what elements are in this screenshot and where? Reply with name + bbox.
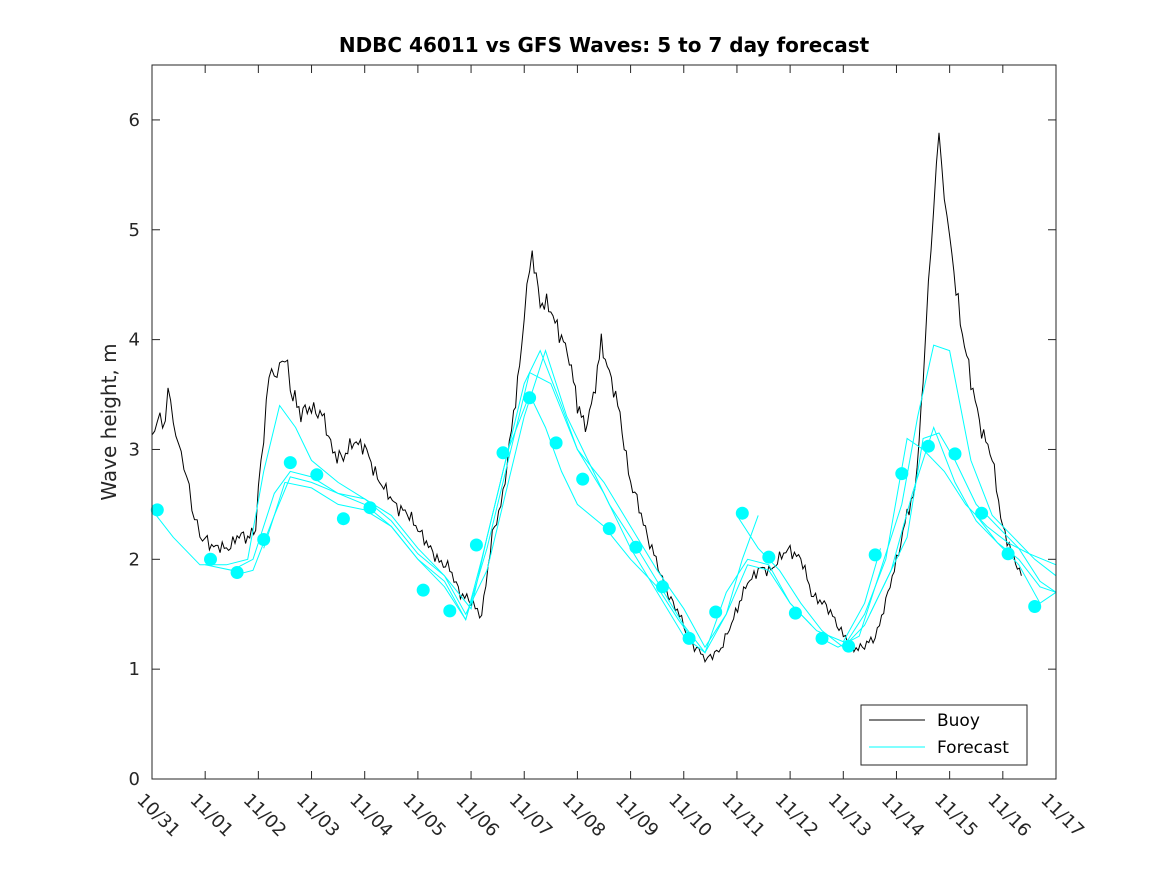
forecast-marker: [921, 439, 935, 453]
y-tick-label: 1: [129, 659, 140, 680]
legend-forecast-label: Forecast: [937, 738, 1009, 758]
chart-title: NDBC 46011 vs GFS Waves: 5 to 7 day fore…: [339, 33, 870, 57]
forecast-marker: [549, 436, 563, 450]
buoy-line: [151, 132, 1022, 664]
forecast-marker: [150, 503, 164, 517]
forecast-marker: [416, 583, 430, 597]
y-tick-label: 2: [129, 549, 140, 570]
forecast-marker: [788, 606, 802, 620]
forecast-marker: [257, 533, 271, 546]
forecast-marker: [310, 468, 324, 482]
forecast-marker: [1001, 547, 1015, 561]
forecast-line: [205, 349, 759, 649]
forecast-marker: [975, 506, 989, 520]
forecast-line: [736, 437, 1057, 648]
forecast-markers: [150, 391, 1042, 653]
forecast-marker: [842, 639, 856, 653]
forecast-marker: [576, 472, 590, 486]
forecast-series: [151, 344, 1057, 654]
plot-box-fill: [152, 65, 1056, 779]
y-tick-label: 0: [129, 769, 140, 790]
forecast-marker: [336, 512, 350, 526]
forecast-marker: [602, 522, 616, 536]
legend: Buoy Forecast: [860, 704, 1028, 766]
y-tick-label: 6: [129, 110, 140, 131]
y-tick-label: 3: [129, 439, 140, 460]
legend-box: [860, 704, 1028, 766]
forecast-marker: [735, 506, 749, 520]
y-tick-label: 4: [129, 330, 140, 351]
legend-buoy-label: Buoy: [937, 711, 980, 731]
y-axis-label: Wave height, m: [97, 343, 121, 500]
plot-frame: [151, 64, 1057, 780]
forecast-line: [975, 515, 1057, 604]
forecast-line: [869, 426, 1057, 615]
forecast-marker: [1028, 600, 1042, 613]
forecast-line: [231, 348, 812, 654]
forecast-marker: [895, 467, 909, 481]
forecast-line: [151, 393, 695, 642]
forecast-marker: [443, 604, 457, 618]
y-axis: 0 1 2 3 4 5 6: [129, 110, 1056, 790]
forecast-line: [263, 371, 881, 654]
forecast-marker: [682, 631, 696, 645]
forecast-marker: [204, 552, 217, 566]
forecast-marker: [629, 540, 643, 554]
forecast-marker: [815, 631, 829, 645]
y-tick-label: 5: [129, 220, 140, 241]
forecast-marker: [948, 447, 962, 461]
forecast-marker: [656, 580, 669, 594]
forecast-marker: [363, 501, 377, 515]
forecast-marker: [469, 538, 483, 552]
forecast-marker: [230, 566, 244, 579]
forecast-marker: [868, 548, 882, 562]
forecast-marker: [496, 446, 510, 460]
forecast-marker: [709, 605, 723, 619]
forecast-marker: [762, 550, 776, 564]
forecast-line: [816, 344, 1057, 648]
forecast-marker: [283, 456, 297, 470]
buoy-series: [151, 132, 1022, 664]
forecast-marker: [523, 391, 537, 405]
